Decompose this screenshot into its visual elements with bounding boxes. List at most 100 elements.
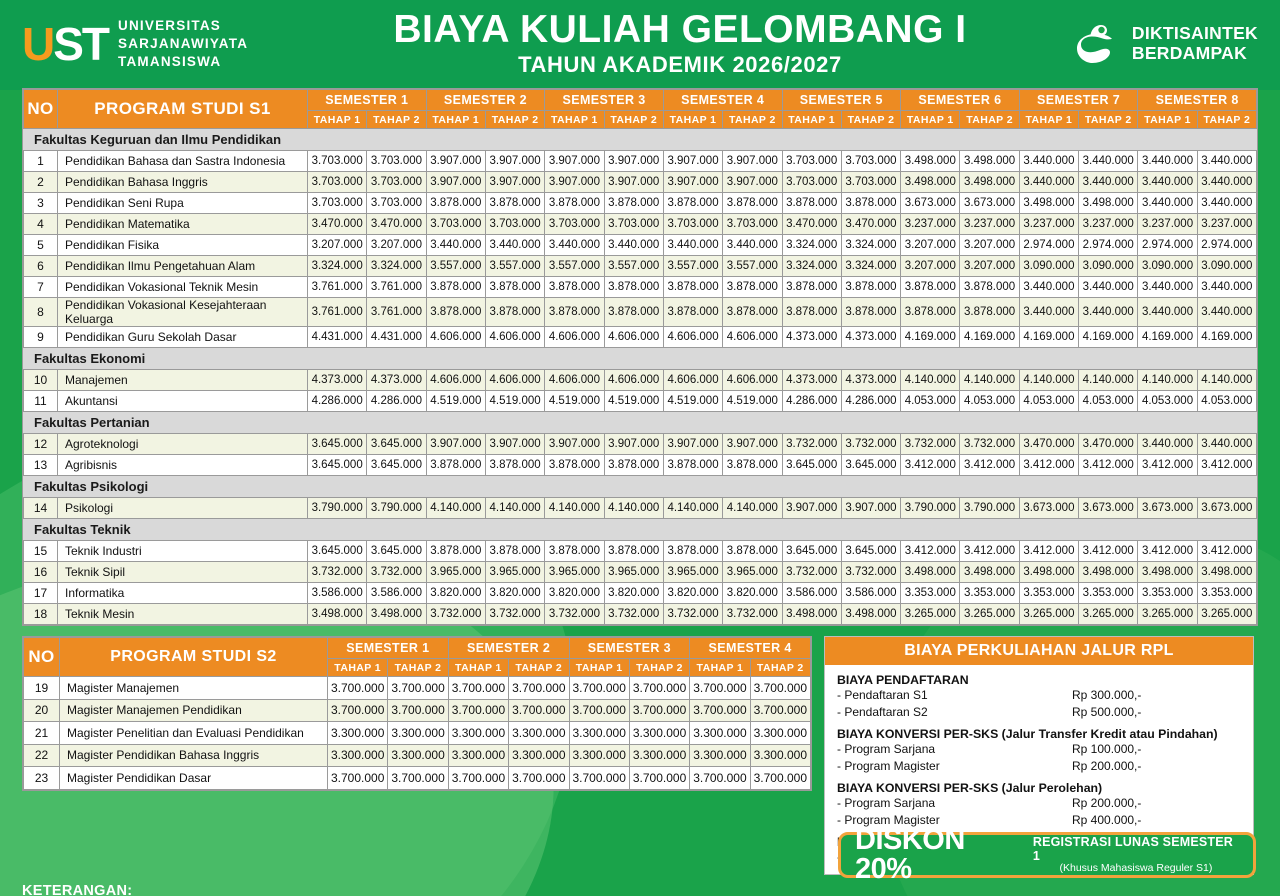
row-number: 21 (23, 721, 60, 745)
fee-cell-s1-t1: 3.470.000 (306, 213, 368, 235)
fee-cell-s6-t2: 3.878.000 (959, 297, 1020, 327)
row-number: 23 (23, 766, 60, 790)
row-number: 7 (23, 276, 58, 298)
fee-cell-s2-t2: 3.878.000 (484, 454, 546, 476)
s1-table-head: NO PROGRAM STUDI S1 SEMESTER 1 SEMESTER … (23, 89, 1258, 129)
fee-cell-s2-t2: 3.700.000 (508, 766, 570, 790)
s1-tahap-header-s4-t1: TAHAP 1 (662, 110, 724, 129)
program-name: Pendidikan Guru Sekolah Dasar (57, 326, 308, 348)
program-name: Magister Manajemen Pendidikan (59, 698, 328, 722)
diktisaintek-figure-icon (1071, 18, 1123, 70)
fee-cell-s2-t2: 3.907.000 (484, 433, 546, 455)
notes-title: KETERANGAN: (22, 883, 133, 896)
s1-tahap-header-s8-t2: TAHAP 2 (1196, 110, 1258, 129)
fee-cell-s2-t2: 3.300.000 (508, 721, 570, 745)
fee-cell-s1-t2: 3.790.000 (366, 497, 427, 519)
fee-cell-s8-t1: 4.053.000 (1137, 390, 1198, 412)
fee-cell-s1-t2: 3.300.000 (387, 721, 449, 745)
fee-cell-s5-t2: 3.878.000 (840, 297, 902, 327)
program-name: Agribisnis (57, 454, 308, 476)
rpl-card-title: BIAYA PERKULIAHAN JALUR RPL (825, 637, 1253, 665)
fee-cell-s8-t1: 4.140.000 (1137, 369, 1198, 391)
fee-cell-s3-t1: 3.700.000 (568, 766, 630, 790)
row-number: 3 (23, 192, 58, 214)
fee-cell-s2-t1: 3.907.000 (425, 171, 486, 193)
fee-cell-s7-t2: 3.412.000 (1078, 454, 1139, 476)
fee-cell-s3-t2: 3.965.000 (603, 561, 664, 583)
fee-cell-s2-t2: 3.878.000 (484, 297, 546, 327)
s1-tahap-header-s4-t2: TAHAP 2 (722, 110, 783, 129)
fee-cell-s2-t1: 4.606.000 (425, 326, 486, 348)
faculty-group-row: Fakultas Ekonomi (23, 347, 1257, 370)
fee-cell-s3-t2: 3.878.000 (603, 276, 664, 298)
fee-cell-s8-t2: 3.673.000 (1196, 497, 1258, 519)
fee-cell-s1-t2: 3.700.000 (387, 766, 449, 790)
s1-semester-header-5: SEMESTER 5 (781, 89, 902, 111)
fee-cell-s2-t2: 3.965.000 (484, 561, 546, 583)
fee-cell-s3-t1: 4.606.000 (544, 369, 605, 391)
s2-fee-table-card: NO PROGRAM STUDI S2 SEMESTER 1 SEMESTER … (22, 636, 812, 791)
fee-cell-s7-t2: 4.140.000 (1078, 369, 1139, 391)
fee-cell-s4-t1: 3.878.000 (662, 276, 724, 298)
fee-cell-s1-t1: 3.761.000 (306, 297, 368, 327)
rpl-fee-label: - Program Magister (837, 813, 940, 828)
table-row: 20 Magister Manajemen Pendidikan 3.700.000… (23, 698, 812, 722)
fee-cell-s5-t1: 3.470.000 (781, 213, 842, 235)
fee-cell-s4-t1: 3.878.000 (662, 454, 724, 476)
fee-cell-s3-t2: 3.700.000 (628, 698, 691, 722)
fee-cell-s7-t1: 3.440.000 (1018, 150, 1080, 172)
program-name: Psikologi (57, 497, 308, 519)
fee-cell-s8-t2: 3.353.000 (1196, 582, 1258, 604)
poster-subtitle: TAHUN AKADEMIK 2026/2027 (518, 51, 842, 77)
s2-tahap-header-s3-t2: TAHAP 2 (628, 658, 691, 677)
program-name: Magister Pendidikan Dasar (59, 766, 328, 790)
fee-cell-s1-t1: 3.700.000 (326, 766, 389, 790)
s1-semester-header-4: SEMESTER 4 (662, 89, 783, 111)
fee-cell-s5-t2: 3.732.000 (840, 561, 902, 583)
fee-cell-s2-t1: 3.878.000 (425, 454, 486, 476)
fee-cell-s7-t2: 3.353.000 (1078, 582, 1139, 604)
fee-cell-s4-t2: 3.878.000 (722, 454, 783, 476)
fee-cell-s8-t1: 3.440.000 (1137, 433, 1198, 455)
row-number: 4 (23, 213, 58, 235)
s1-tahap-header-s3-t2: TAHAP 2 (603, 110, 664, 129)
rpl-fee-line: - Program Sarjana Rp 100.000,- (837, 741, 1241, 758)
s2-semester-header-2: SEMESTER 2 (447, 637, 570, 659)
program-name: Manajemen (57, 369, 308, 391)
fee-cell-s7-t1: 3.412.000 (1018, 540, 1080, 562)
fee-cell-s2-t1: 4.519.000 (425, 390, 486, 412)
fee-cell-s4-t2: 3.700.000 (749, 766, 812, 790)
program-name: Akuntansi (57, 390, 308, 412)
s2-tahap-header-s4-t1: TAHAP 1 (689, 658, 751, 677)
fee-cell-s5-t1: 3.732.000 (781, 561, 842, 583)
fee-cell-s1-t2: 3.498.000 (366, 603, 427, 625)
fee-cell-s1-t2: 3.703.000 (366, 171, 427, 193)
ust-logo: UST UNIVERSITAS SARJANAWIYATA TAMANSISWA (22, 17, 352, 70)
fee-cell-s4-t2: 3.557.000 (722, 255, 783, 277)
fee-cell-s2-t2: 3.440.000 (484, 234, 546, 256)
fee-cell-s3-t1: 3.907.000 (544, 150, 605, 172)
fee-cell-s6-t2: 3.790.000 (959, 497, 1020, 519)
program-name: Pendidikan Bahasa Inggris (57, 171, 308, 193)
s2-col-no-header: NO (23, 637, 60, 677)
ust-logo-letter-s: S (53, 18, 84, 70)
fee-cell-s8-t2: 3.498.000 (1196, 561, 1258, 583)
fee-cell-s4-t1: 3.907.000 (662, 150, 724, 172)
fee-cell-s1-t1: 3.645.000 (306, 540, 368, 562)
fee-cell-s3-t1: 3.907.000 (544, 433, 605, 455)
notes-section: KETERANGAN: 1. Biaya pendaftaran S1 regu… (22, 883, 822, 896)
rpl-fee-line: - Pendaftaran S1 Rp 300.000,- (837, 687, 1241, 704)
fee-cell-s6-t2: 3.207.000 (959, 255, 1020, 277)
fee-cell-s2-t2: 3.878.000 (484, 540, 546, 562)
fee-cell-s3-t1: 3.440.000 (544, 234, 605, 256)
fee-cell-s3-t2: 3.907.000 (603, 433, 664, 455)
fee-cell-s5-t2: 3.498.000 (840, 603, 902, 625)
fee-cell-s2-t2: 3.907.000 (484, 171, 546, 193)
fee-cell-s8-t1: 3.440.000 (1137, 171, 1198, 193)
s2-tahap-header-s2-t2: TAHAP 2 (508, 658, 570, 677)
discount-banner-line-2: (Khusus Mahasiswa Reguler S1) (1059, 862, 1213, 875)
row-number: 19 (23, 676, 60, 700)
rpl-fee-amount: Rp 400.000,- (1072, 813, 1142, 828)
s2-tahap-header-s3-t1: TAHAP 1 (568, 658, 630, 677)
fee-cell-s3-t1: 3.907.000 (544, 171, 605, 193)
